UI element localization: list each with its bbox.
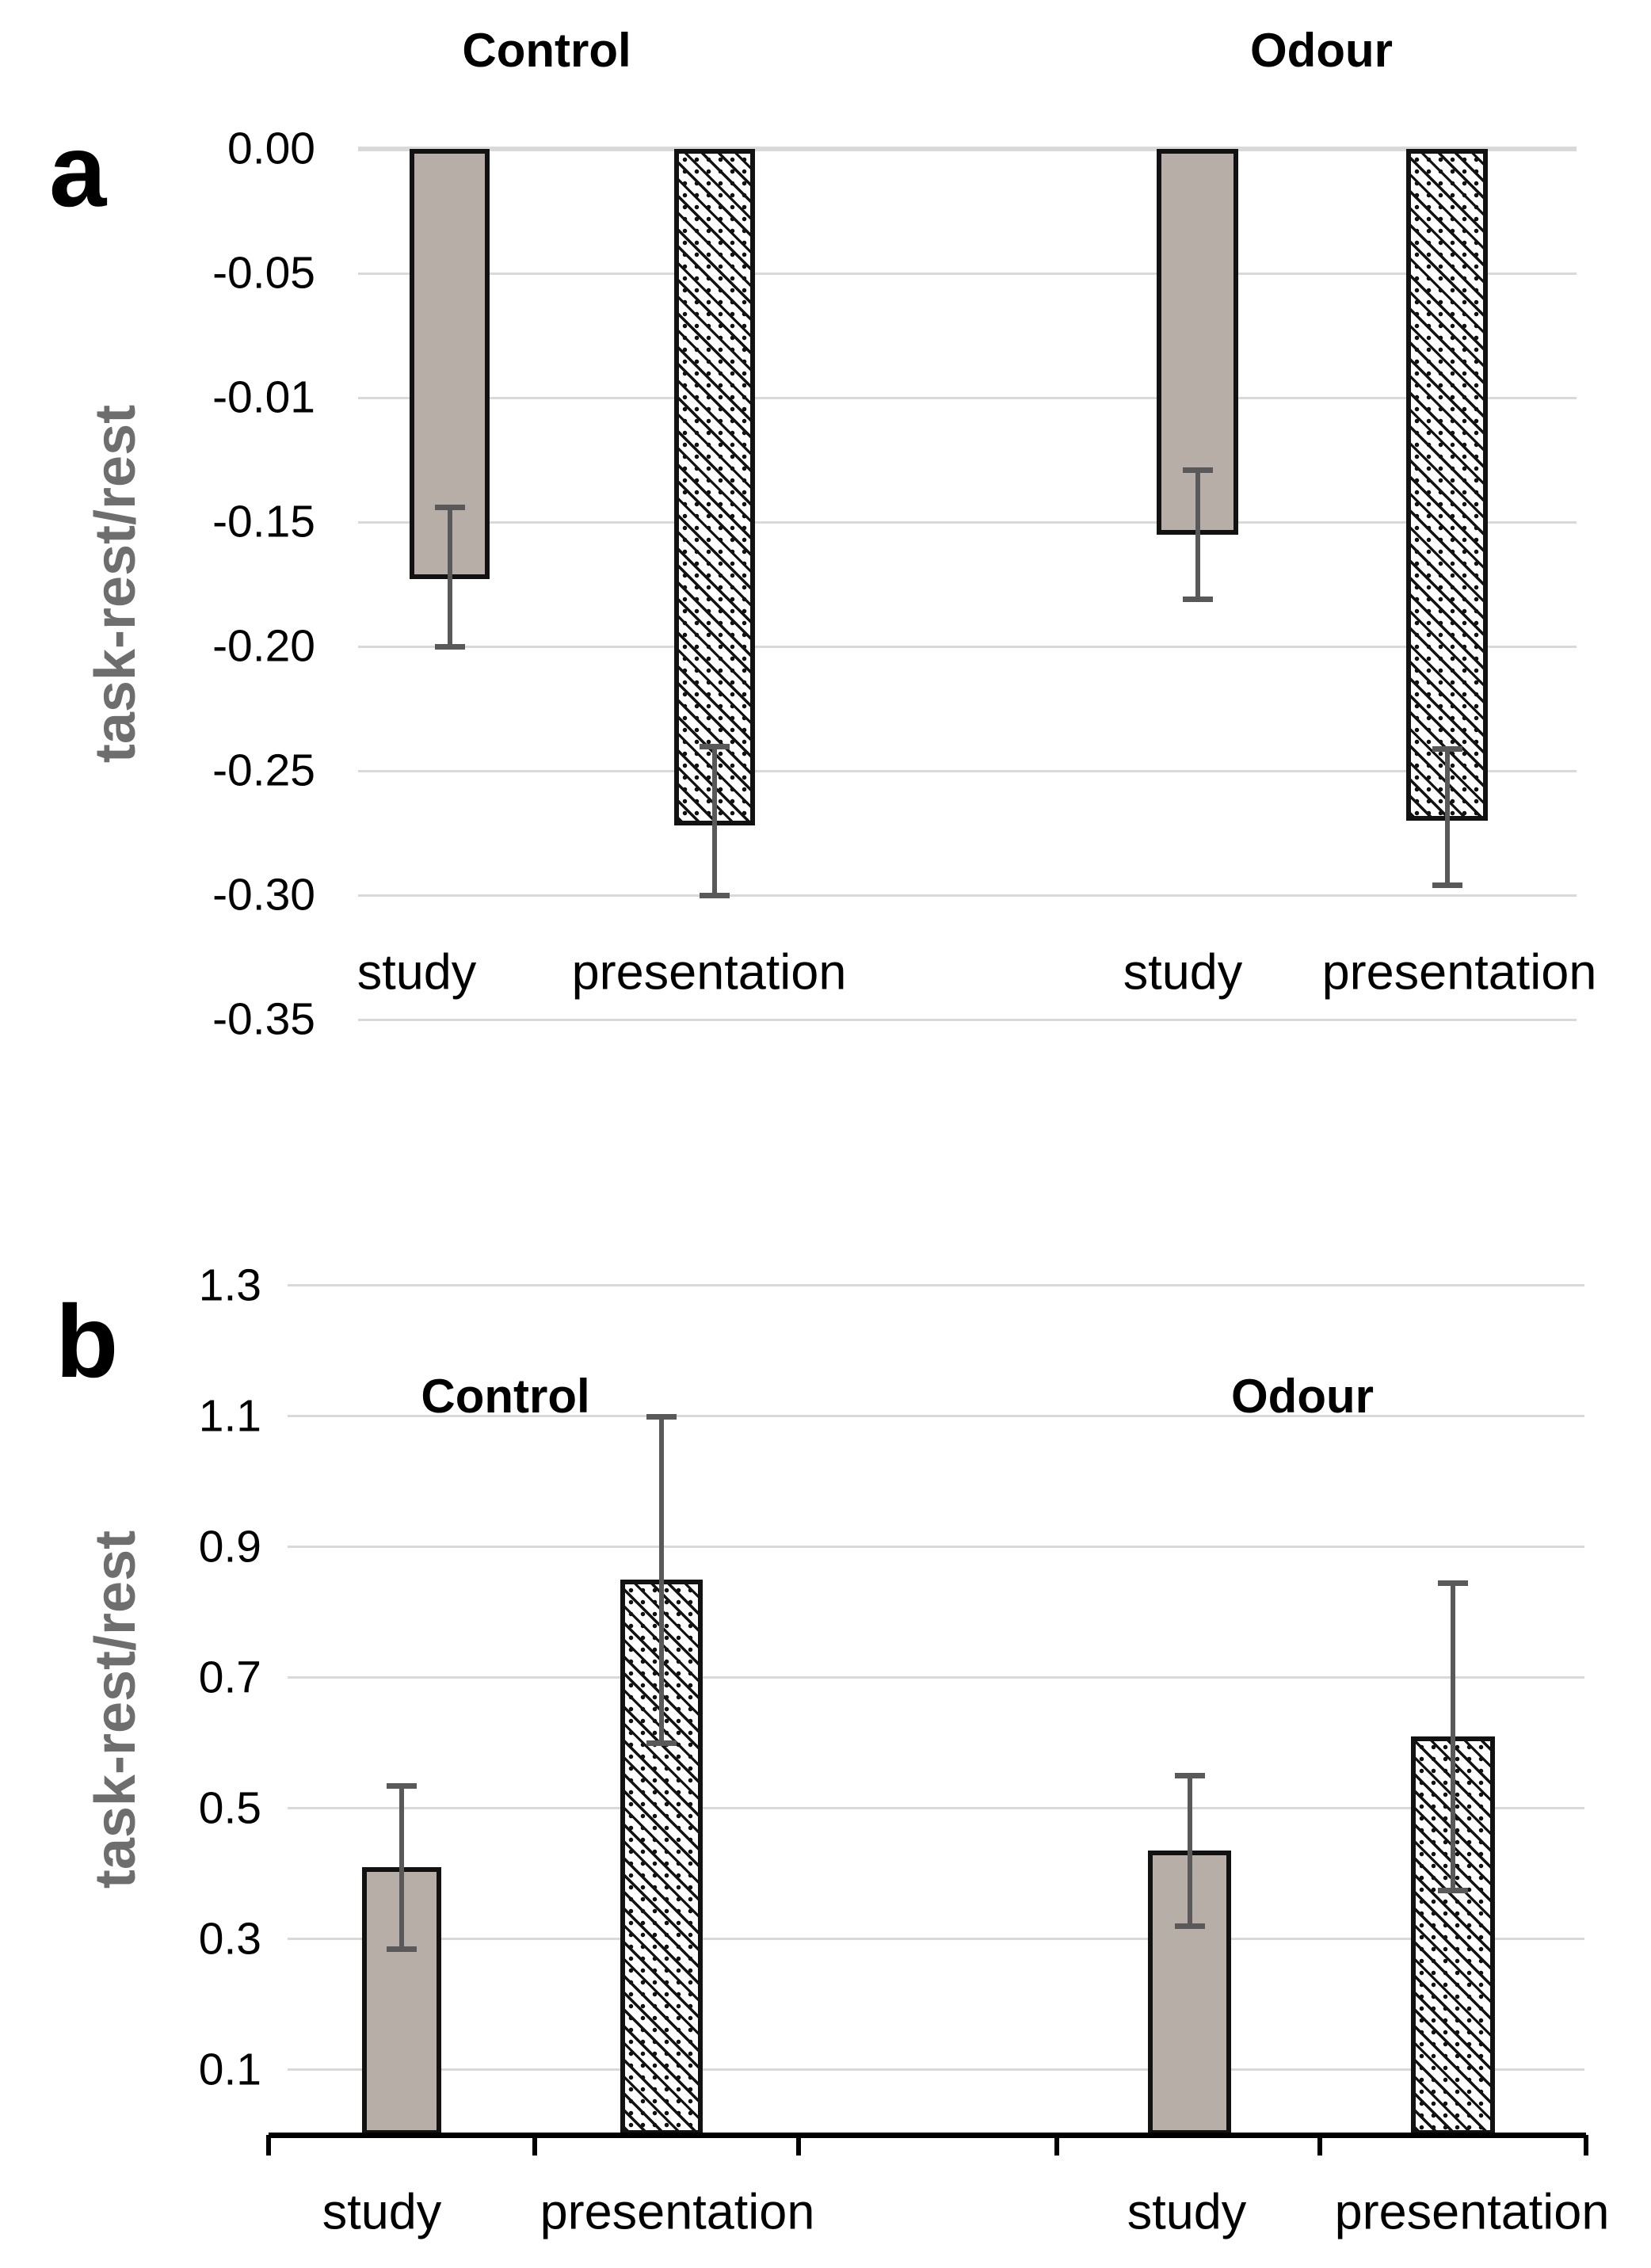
x-axis-tick <box>1317 2135 1322 2156</box>
gridline <box>358 397 1577 399</box>
gridline <box>288 1415 1584 1417</box>
error-bar-control-presentation <box>712 746 717 895</box>
y-tick-label: -0.05 <box>212 247 315 299</box>
panel-label-b: b <box>55 1283 119 1399</box>
error-bar-odour-study-cap-top <box>1183 467 1213 473</box>
gridline <box>288 1938 1584 1940</box>
x-axis-tick <box>796 2135 801 2156</box>
group-title-control: Control <box>421 1370 590 1423</box>
error-bar-odour-presentation <box>1451 1583 1455 1890</box>
error-bar-control-presentation-cap-top <box>700 744 730 749</box>
y-tick-label: -0.01 <box>212 372 315 423</box>
x-axis-tick <box>266 2135 271 2156</box>
error-bar-control-presentation-cap-bottom <box>646 1740 677 1746</box>
error-bar-control-study-cap-bottom <box>435 644 465 650</box>
error-bar-control-study-cap-bottom <box>387 1946 417 1952</box>
y-tick-label: -0.25 <box>212 745 315 796</box>
error-bar-odour-study-cap-top <box>1175 1773 1205 1778</box>
category-label: study <box>1123 944 1243 1001</box>
gridline <box>358 646 1577 648</box>
x-axis-tick <box>532 2135 537 2156</box>
y-axis-title: task-rest/rest <box>84 404 147 764</box>
error-bar-odour-presentation-cap-bottom <box>1438 1888 1468 1893</box>
category-label: study <box>1127 2184 1247 2240</box>
x-axis-tick <box>1054 2135 1059 2156</box>
error-bar-odour-presentation-cap-top <box>1432 746 1462 752</box>
gridline <box>358 1019 1577 1021</box>
gridline <box>288 1807 1584 1809</box>
group-title-control: Control <box>462 24 631 77</box>
error-bar-control-study-cap-top <box>387 1783 417 1789</box>
y-tick-label: 0.3 <box>198 1913 261 1965</box>
bar-odour-study <box>1157 149 1238 535</box>
gridline <box>288 2068 1584 2071</box>
group-title-odour: Odour <box>1231 1370 1374 1423</box>
gridline <box>358 770 1577 772</box>
y-axis-title: task-rest/rest <box>84 1530 147 1889</box>
bar-control-study <box>362 1867 441 2135</box>
x-axis-tick <box>1584 2135 1588 2156</box>
y-tick-label: -0.20 <box>212 620 315 672</box>
gridline <box>358 147 1577 151</box>
x-axis-line <box>269 2133 1586 2138</box>
gridline <box>358 521 1577 524</box>
bar-control-presentation <box>674 149 755 825</box>
y-tick-label: -0.35 <box>212 993 315 1045</box>
error-bar-control-study <box>399 1786 404 1949</box>
category-label: presentation <box>540 2184 815 2240</box>
panel-label-a: a <box>49 112 107 228</box>
category-label: presentation <box>571 944 847 1001</box>
error-bar-control-study-cap-top <box>435 505 465 510</box>
category-label: presentation <box>1321 944 1597 1001</box>
bar-control-presentation <box>620 1580 703 2135</box>
gridline <box>358 273 1577 275</box>
error-bar-odour-study-cap-bottom <box>1183 597 1213 602</box>
category-label: study <box>322 2184 442 2240</box>
gridline <box>288 1546 1584 1548</box>
bar-control-study <box>410 149 490 579</box>
error-bar-odour-study <box>1188 1775 1192 1926</box>
gridline <box>288 1284 1584 1286</box>
y-tick-label: -0.15 <box>212 496 315 547</box>
error-bar-control-presentation-cap-top <box>646 1414 677 1420</box>
error-bar-control-study <box>448 507 452 646</box>
bar-odour-presentation <box>1411 1736 1495 2135</box>
y-tick-label: 0.00 <box>227 123 315 174</box>
bar-odour-presentation <box>1406 149 1488 821</box>
error-bar-control-presentation-cap-bottom <box>700 893 730 898</box>
gridline <box>288 1676 1584 1679</box>
y-tick-label: -0.30 <box>212 869 315 921</box>
bar-odour-study <box>1148 1851 1231 2135</box>
category-label: study <box>357 944 477 1001</box>
group-title-odour: Odour <box>1250 24 1393 77</box>
error-bar-odour-presentation-cap-bottom <box>1432 882 1462 888</box>
error-bar-odour-study-cap-bottom <box>1175 1923 1205 1929</box>
error-bar-odour-presentation-cap-top <box>1438 1580 1468 1586</box>
y-tick-label: 1.1 <box>198 1390 261 1442</box>
y-tick-label: 0.9 <box>198 1521 261 1572</box>
y-tick-label: 0.5 <box>198 1782 261 1834</box>
gridline <box>358 894 1577 897</box>
error-bar-control-presentation <box>659 1416 664 1744</box>
category-label: presentation <box>1334 2184 1610 2240</box>
y-tick-label: 0.7 <box>198 1652 261 1703</box>
error-bar-odour-study <box>1195 470 1200 599</box>
y-tick-label: 0.1 <box>198 2044 261 2095</box>
y-tick-label: 1.3 <box>198 1260 261 1311</box>
error-bar-odour-presentation <box>1445 749 1450 886</box>
